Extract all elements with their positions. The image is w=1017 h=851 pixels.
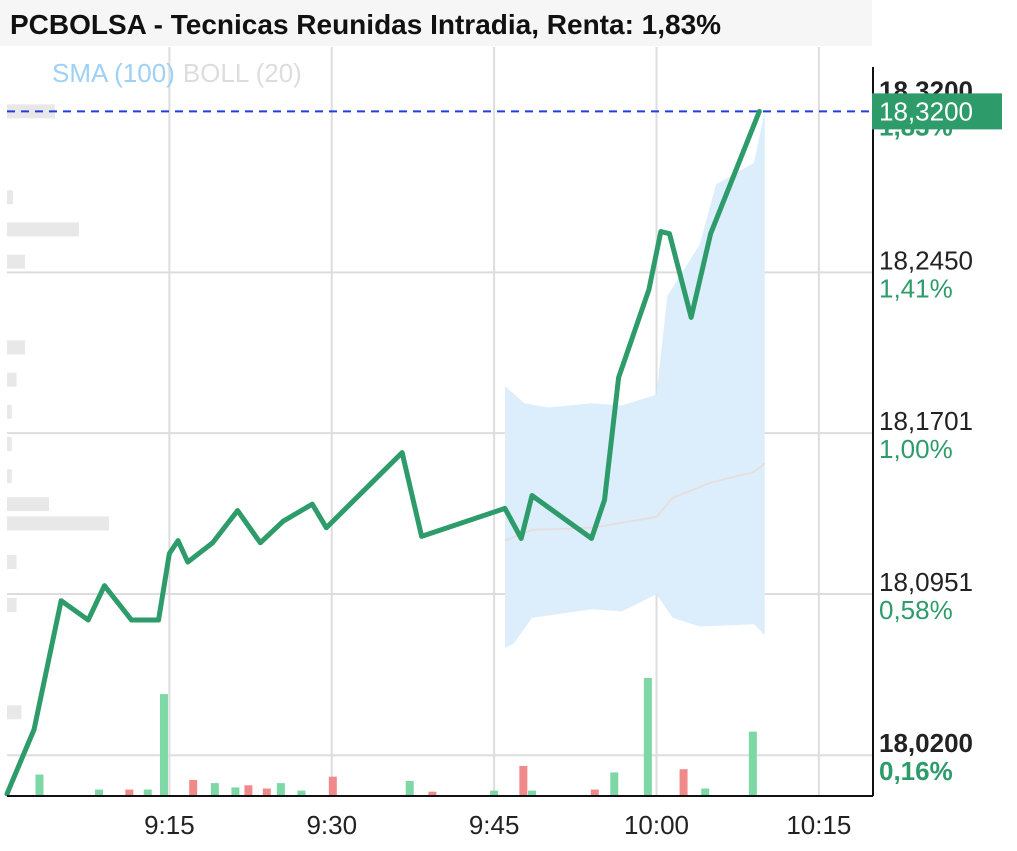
volume-bar-up [405,780,414,796]
volume-bar-up [490,790,499,796]
y-tick-label: 18,1701 [879,406,973,436]
volume-profile [7,104,109,720]
volume-profile-bar [7,104,55,119]
volume-bar-down [590,789,599,796]
bollinger-mid-line [504,462,766,542]
y-tick-label: 18,0951 [879,567,973,597]
volume-bar-up [297,790,306,796]
current-price-label: 18,3200 [879,96,973,126]
current-price-badge: 18,3200 [872,93,1002,130]
volume-bar-up [143,789,152,796]
legend-entry: BOLL (20) [183,58,302,88]
volume-profile-bar [7,555,17,570]
x-tick-label: 9:15 [144,810,195,840]
x-axis-labels: 9:15 9:30 9:45 10:00 10:15 [144,810,851,840]
volume-bar-down [244,785,253,796]
volume-bar-up [748,731,757,796]
volume-bar-up [231,787,240,796]
volume-profile-bar [7,516,109,531]
y-tick-percent: 1,00% [879,434,953,464]
axes [7,67,874,797]
volume-bar-down [328,776,337,796]
bollinger-band-area [504,111,765,648]
volume-bar-up [610,772,619,796]
volume-bar-up [95,789,104,796]
price-series [4,108,762,797]
x-tick-label: 9:30 [306,810,357,840]
x-tick-label: 10:00 [624,810,689,840]
volume-profile-bar [7,340,25,355]
volume-bar-up [643,678,652,796]
volume-bar-down [125,789,134,796]
bollinger-mid [504,462,766,542]
y-tick-percent: 0,58% [879,595,953,625]
x-tick-label: 9:45 [469,810,520,840]
volume-profile-bar [7,437,12,452]
volume-bar-up [701,788,710,796]
y-tick-percent: 1,41% [879,273,953,303]
y-tick-label: 18,2450 [879,245,973,275]
legend-entry: SMA (100) [52,58,175,88]
volume-bar-down [262,788,271,796]
volume-profile-bar [7,597,17,612]
chart-title-bar: PCBOLSA - Tecnicas Reunidas Intradia, Re… [0,0,872,46]
volume-bar-up [159,694,168,796]
volume-bar-down [189,779,198,796]
bollinger-band [504,111,765,648]
volume-bar-up [528,790,537,796]
volume-bar-down [519,765,528,796]
volume-profile-bar [7,497,49,512]
volume-profile-bar [7,469,12,484]
volume-bar-up [276,783,285,796]
x-tick-label: 10:15 [786,810,851,840]
volume-profile-bar [7,372,17,387]
volume-profile-bar [7,254,25,269]
y-tick-label: 18,0200 [879,728,973,758]
chart-title: PCBOLSA - Tecnicas Reunidas Intradia, Re… [10,9,722,40]
volume-profile-bar [7,190,13,205]
volume-bar-up [210,783,219,796]
volume-bars [35,678,757,796]
volume-profile-bar [7,404,12,419]
volume-bar-down [428,791,437,796]
volume-bar-down [679,769,688,796]
volume-profile-bar [7,222,79,237]
legend: SMA (100) BOLL (20) [52,58,302,88]
price-line [4,108,762,797]
y-tick-percent: 0,16% [879,756,953,786]
current-price-badge-bg [872,93,1002,130]
volume-bar-up [35,774,44,796]
volume-profile-bar [7,705,22,720]
